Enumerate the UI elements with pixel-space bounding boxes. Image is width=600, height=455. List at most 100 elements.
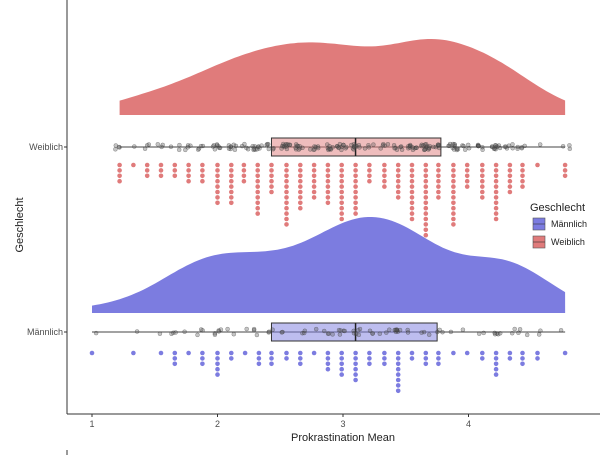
jitter-point-weiblich — [451, 147, 457, 152]
dot-maennlich — [367, 356, 372, 361]
dot-weiblich — [215, 162, 220, 168]
dot-weiblich — [353, 178, 358, 184]
dot-weiblich — [284, 205, 289, 211]
dot-weiblich — [493, 200, 499, 206]
x-tick-label: 2 — [215, 419, 220, 429]
dot-maennlich — [215, 361, 220, 367]
dot-maennlich — [298, 350, 303, 356]
dot-weiblich — [353, 162, 358, 168]
jitter-point-maennlich — [171, 330, 176, 336]
jitter-point-weiblich — [406, 144, 411, 149]
dot-weiblich — [298, 195, 303, 200]
dot-weiblich — [200, 168, 205, 173]
dot-weiblich — [339, 195, 345, 200]
dot-weiblich — [298, 205, 303, 211]
dot-weiblich — [409, 168, 415, 173]
legend-title: Geschlecht — [530, 202, 585, 214]
jitter-point-weiblich — [198, 143, 204, 149]
dot-weiblich — [493, 173, 499, 179]
jitter-point-maennlich — [321, 328, 327, 334]
jitter-point-maennlich — [419, 330, 424, 335]
jitter-point-maennlich — [251, 326, 257, 332]
y-axis-title: Geschlecht — [14, 197, 26, 252]
dot-weiblich — [255, 184, 260, 189]
dot-maennlich — [353, 366, 358, 372]
jitter-point-weiblich — [266, 146, 272, 152]
dot-weiblich — [423, 178, 429, 184]
dot-weiblich — [507, 189, 513, 195]
dot-weiblich — [144, 162, 150, 168]
dot-weiblich — [353, 168, 358, 173]
dot-maennlich — [298, 361, 303, 367]
dot-weiblich — [423, 227, 429, 233]
jitter-point-maennlich — [405, 330, 411, 335]
jitter-point-maennlich — [517, 327, 523, 332]
dot-maennlich — [339, 356, 345, 361]
jitter-point-weiblich — [132, 144, 137, 149]
jitter-point-maennlich — [134, 329, 140, 334]
jitter-point-maennlich — [231, 331, 237, 337]
legend-key-maennlich[interactable]: Männlich — [532, 217, 587, 231]
dot-weiblich — [117, 173, 122, 179]
dot-weiblich — [507, 184, 513, 189]
jitter-point-maennlich — [524, 332, 530, 338]
dot-weiblich — [269, 162, 274, 168]
jitter-point-weiblich — [311, 147, 316, 153]
jitter-point-maennlich — [558, 328, 564, 333]
dot-weiblich — [480, 173, 485, 179]
dot-maennlich — [423, 356, 429, 361]
dot-weiblich — [325, 168, 331, 173]
jitter-point-weiblich — [239, 143, 245, 149]
dot-weiblich — [409, 216, 415, 222]
dot-weiblich — [311, 173, 317, 179]
dot-weiblich — [284, 200, 289, 206]
legend-key-weiblich[interactable]: Weiblich — [532, 235, 585, 249]
dot-maennlich — [395, 377, 401, 383]
dot-weiblich — [298, 189, 303, 195]
dot-weiblich — [284, 184, 289, 189]
dot-weiblich — [241, 162, 247, 168]
jitter-point-maennlich — [326, 331, 332, 336]
jitter-point-weiblich — [188, 143, 193, 148]
dot-maennlich — [382, 356, 387, 361]
dot-weiblich — [367, 178, 372, 184]
jitter-point-maennlich — [93, 330, 99, 336]
dot-weiblich — [409, 162, 415, 168]
dot-maennlich — [269, 350, 274, 356]
dot-weiblich — [255, 178, 260, 184]
dot-weiblich — [353, 211, 358, 216]
dot-maennlich — [409, 350, 415, 356]
dot-maennlich — [200, 361, 205, 367]
dot-weiblich — [507, 173, 513, 179]
jitter-point-maennlich — [370, 331, 375, 336]
dot-maennlich — [215, 356, 220, 361]
jitter-point-weiblich — [155, 142, 161, 147]
dot-weiblich — [353, 189, 358, 195]
x-axis-title: Prokrastination Mean — [291, 432, 395, 444]
jitter-point-weiblich — [480, 147, 485, 152]
jitter-point-weiblich — [244, 145, 249, 151]
dot-weiblich — [423, 195, 429, 200]
dot-weiblich — [353, 200, 358, 206]
jitter-point-maennlich — [200, 328, 205, 333]
jitter-point-maennlich — [397, 327, 403, 333]
jitter-point-maennlich — [266, 329, 272, 335]
dot-maennlich — [269, 361, 274, 367]
jitter-point-maennlich — [336, 327, 342, 333]
jitter-point-weiblich — [493, 143, 498, 148]
jitter-point-weiblich — [567, 146, 573, 152]
jitter-point-maennlich — [492, 331, 498, 337]
jitter-point-weiblich — [560, 144, 566, 149]
jitter-point-weiblich — [226, 143, 232, 148]
dot-maennlich — [229, 350, 234, 356]
dot-maennlich — [215, 366, 220, 372]
dot-weiblich — [200, 162, 205, 168]
dot-weiblich — [367, 168, 372, 173]
dot-weiblich — [255, 211, 260, 216]
jitter-point-weiblich — [362, 146, 368, 151]
dot-maennlich — [256, 361, 262, 367]
dot-weiblich — [507, 178, 513, 184]
dot-weiblich — [353, 184, 358, 189]
dot-weiblich — [451, 205, 456, 211]
dot-weiblich — [215, 200, 220, 206]
